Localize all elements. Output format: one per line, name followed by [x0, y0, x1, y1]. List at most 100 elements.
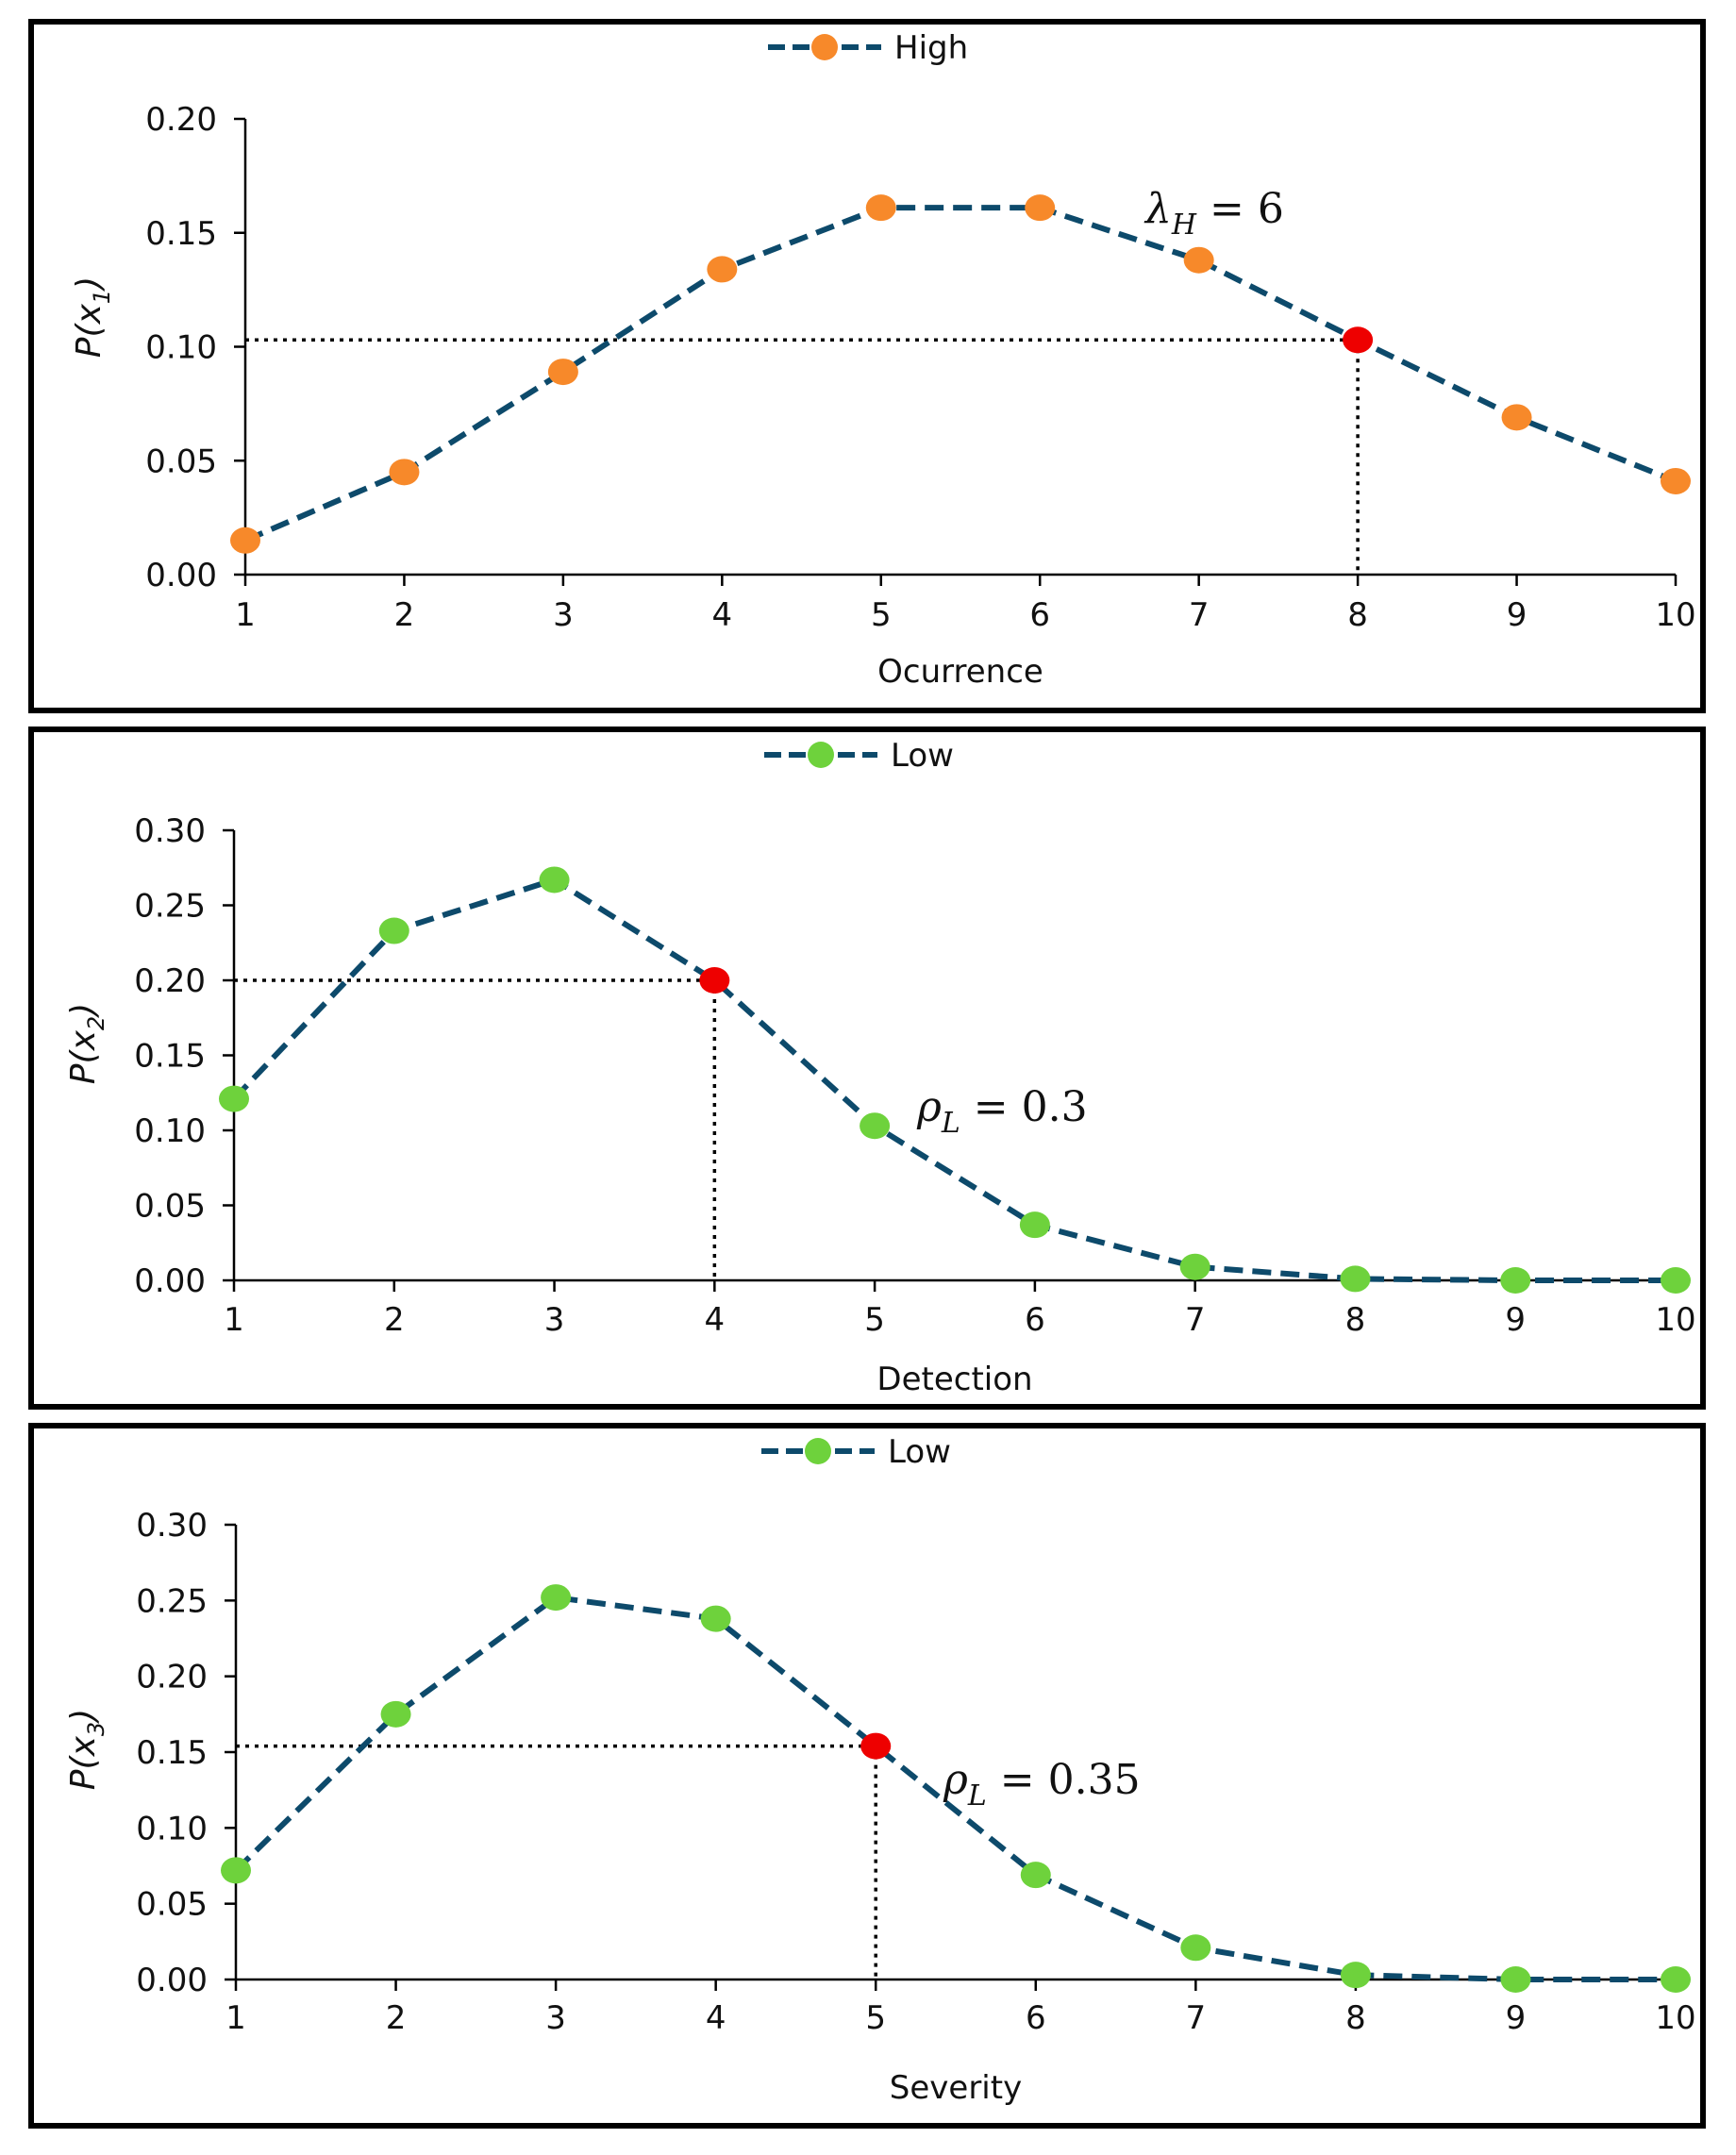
x-tick-label: 5	[865, 1999, 886, 2037]
y-tick-label: 0.00	[136, 1962, 208, 1999]
x-tick-label: 6	[1026, 1999, 1046, 2037]
data-point	[539, 866, 570, 894]
parameter-annotation: λH = 6	[1143, 185, 1284, 242]
x-tick-label: 7	[1189, 596, 1210, 634]
y-tick-label: 0.25	[136, 1582, 208, 1620]
y-axis-title-main: P(x	[64, 1029, 103, 1084]
y-tick-label: 0.20	[134, 962, 206, 1000]
data-point	[221, 1857, 251, 1884]
legend: High	[768, 29, 968, 67]
data-point	[1500, 1966, 1531, 1993]
annotation-symbol: ρ	[916, 1083, 942, 1131]
y-axis-title-sub: 2	[83, 1016, 109, 1030]
x-tick-label: 5	[871, 596, 892, 634]
y-tick-label: 0.10	[145, 329, 217, 367]
y-tick-label: 0.15	[136, 1734, 208, 1772]
chart-panel-occurrence: High 0.00 0.05 0.10 0.15 0.20 1 2 3 4 5 6 7 8 9 10 Ocurr…	[28, 19, 1706, 713]
x-tick-label: 6	[1029, 596, 1050, 634]
legend-label: High	[894, 29, 968, 67]
x-tick-label: 4	[712, 596, 733, 634]
y-axis-title-sub: 1	[89, 290, 115, 304]
legend: Low	[761, 1433, 951, 1471]
data-point	[219, 1085, 249, 1112]
data-point	[1340, 1962, 1371, 1989]
x-tick-label: 7	[1186, 1999, 1207, 2037]
x-tick-label: 2	[386, 1999, 407, 2037]
y-axis-title: P(x3)	[64, 1709, 109, 1790]
x-tick-label: 2	[394, 596, 415, 634]
chart-svg-severity: Low 0.00 0.05 0.10 0.15 0.20 0.25 0.30 1 2 3 4 5 6 7 8 9…	[64, 1433, 1696, 2107]
x-tick-label: 6	[1025, 1301, 1045, 1339]
x-tick-label: 1	[224, 1301, 244, 1339]
x-tick-label: 4	[705, 1301, 726, 1339]
data-point	[1025, 194, 1056, 222]
x-tick-label: 5	[864, 1301, 885, 1339]
chart-panel-detection: Low 0.00 0.05 0.10 0.15 0.20 0.25 0.30 1 2 3 4 5 6 7 8 9…	[28, 727, 1706, 1410]
y-tick-label: 0.10	[134, 1112, 206, 1150]
y-tick-label: 0.05	[134, 1188, 206, 1226]
highlight-point	[1343, 326, 1374, 354]
y-tick-label: 0.00	[134, 1262, 206, 1300]
x-tick-label: 10	[1655, 1301, 1695, 1339]
legend-label: Low	[891, 737, 954, 775]
y-tick-label: 0.15	[145, 215, 217, 253]
series-line	[243, 205, 1678, 543]
data-point	[547, 359, 578, 386]
annotation-value: = 0.35	[987, 1756, 1141, 1804]
data-point	[1179, 1253, 1210, 1280]
x-tick-label: 10	[1655, 596, 1695, 634]
x-tick-label: 2	[384, 1301, 405, 1339]
data-point	[1180, 1934, 1211, 1962]
data-point	[389, 459, 420, 486]
data-point	[1019, 1211, 1050, 1239]
legend: Low	[764, 737, 954, 775]
x-tick-label: 8	[1345, 1999, 1366, 2037]
y-tick-label: 0.05	[145, 443, 217, 480]
parameter-annotation: ρL = 0.3	[916, 1083, 1088, 1140]
data-point	[1500, 1267, 1531, 1294]
data-point	[1661, 467, 1691, 494]
annotation-subscript: H	[1171, 209, 1197, 242]
x-tick-label: 3	[545, 1999, 566, 2037]
data-point	[1020, 1862, 1051, 1889]
x-tick-label: 9	[1506, 1999, 1527, 2037]
x-tick-label: 10	[1655, 1999, 1695, 2037]
data-point	[230, 526, 260, 554]
legend-marker	[805, 1438, 831, 1464]
y-axis-title-end: )	[64, 1003, 103, 1019]
chart-svg-detection: Low 0.00 0.05 0.10 0.15 0.20 0.25 0.30 1 2 3 4 5 6 7 8 9…	[64, 737, 1696, 1398]
legend-marker	[808, 742, 834, 768]
y-axis-title-main: P(x	[70, 303, 108, 358]
parameter-annotation: ρL = 0.35	[943, 1756, 1141, 1813]
data-point	[378, 917, 409, 944]
annotation-subscript: L	[967, 1779, 987, 1813]
data-point	[1501, 404, 1532, 431]
x-tick-label: 9	[1507, 596, 1527, 634]
y-axis-title-end: )	[64, 1709, 103, 1725]
x-tick-label: 8	[1345, 1301, 1366, 1339]
data-point	[1340, 1265, 1371, 1293]
x-axis-title: Detection	[876, 1361, 1032, 1398]
data-point	[700, 1605, 731, 1632]
y-tick-label: 0.30	[136, 1507, 208, 1545]
y-tick-label: 0.00	[145, 557, 217, 594]
y-tick-label: 0.15	[134, 1038, 206, 1076]
data-point	[1661, 1267, 1691, 1294]
x-tick-label: 4	[706, 1999, 726, 2037]
x-tick-label: 1	[225, 1999, 246, 2037]
x-tick-label: 1	[235, 596, 256, 634]
annotation-value: = 6	[1196, 185, 1284, 233]
data-point	[860, 1112, 891, 1140]
data-point	[865, 194, 896, 222]
highlight-point	[860, 1732, 892, 1760]
chart-panel-severity: Low 0.00 0.05 0.10 0.15 0.20 0.25 0.30 1 2 3 4 5 6 7 8 9…	[28, 1423, 1706, 2129]
legend-marker	[811, 34, 838, 60]
x-tick-label: 7	[1185, 1301, 1206, 1339]
series-line	[233, 1595, 1676, 1982]
data-point	[541, 1584, 572, 1612]
chart-svg-occurrence: High 0.00 0.05 0.10 0.15 0.20 1 2 3 4 5 6 7 8 9 10 Ocurr…	[70, 29, 1696, 691]
y-tick-label: 0.30	[134, 812, 206, 850]
annotation-subscript: L	[941, 1107, 960, 1140]
y-axis-title-sub: 3	[83, 1722, 109, 1736]
annotation-value: = 0.3	[960, 1083, 1088, 1131]
